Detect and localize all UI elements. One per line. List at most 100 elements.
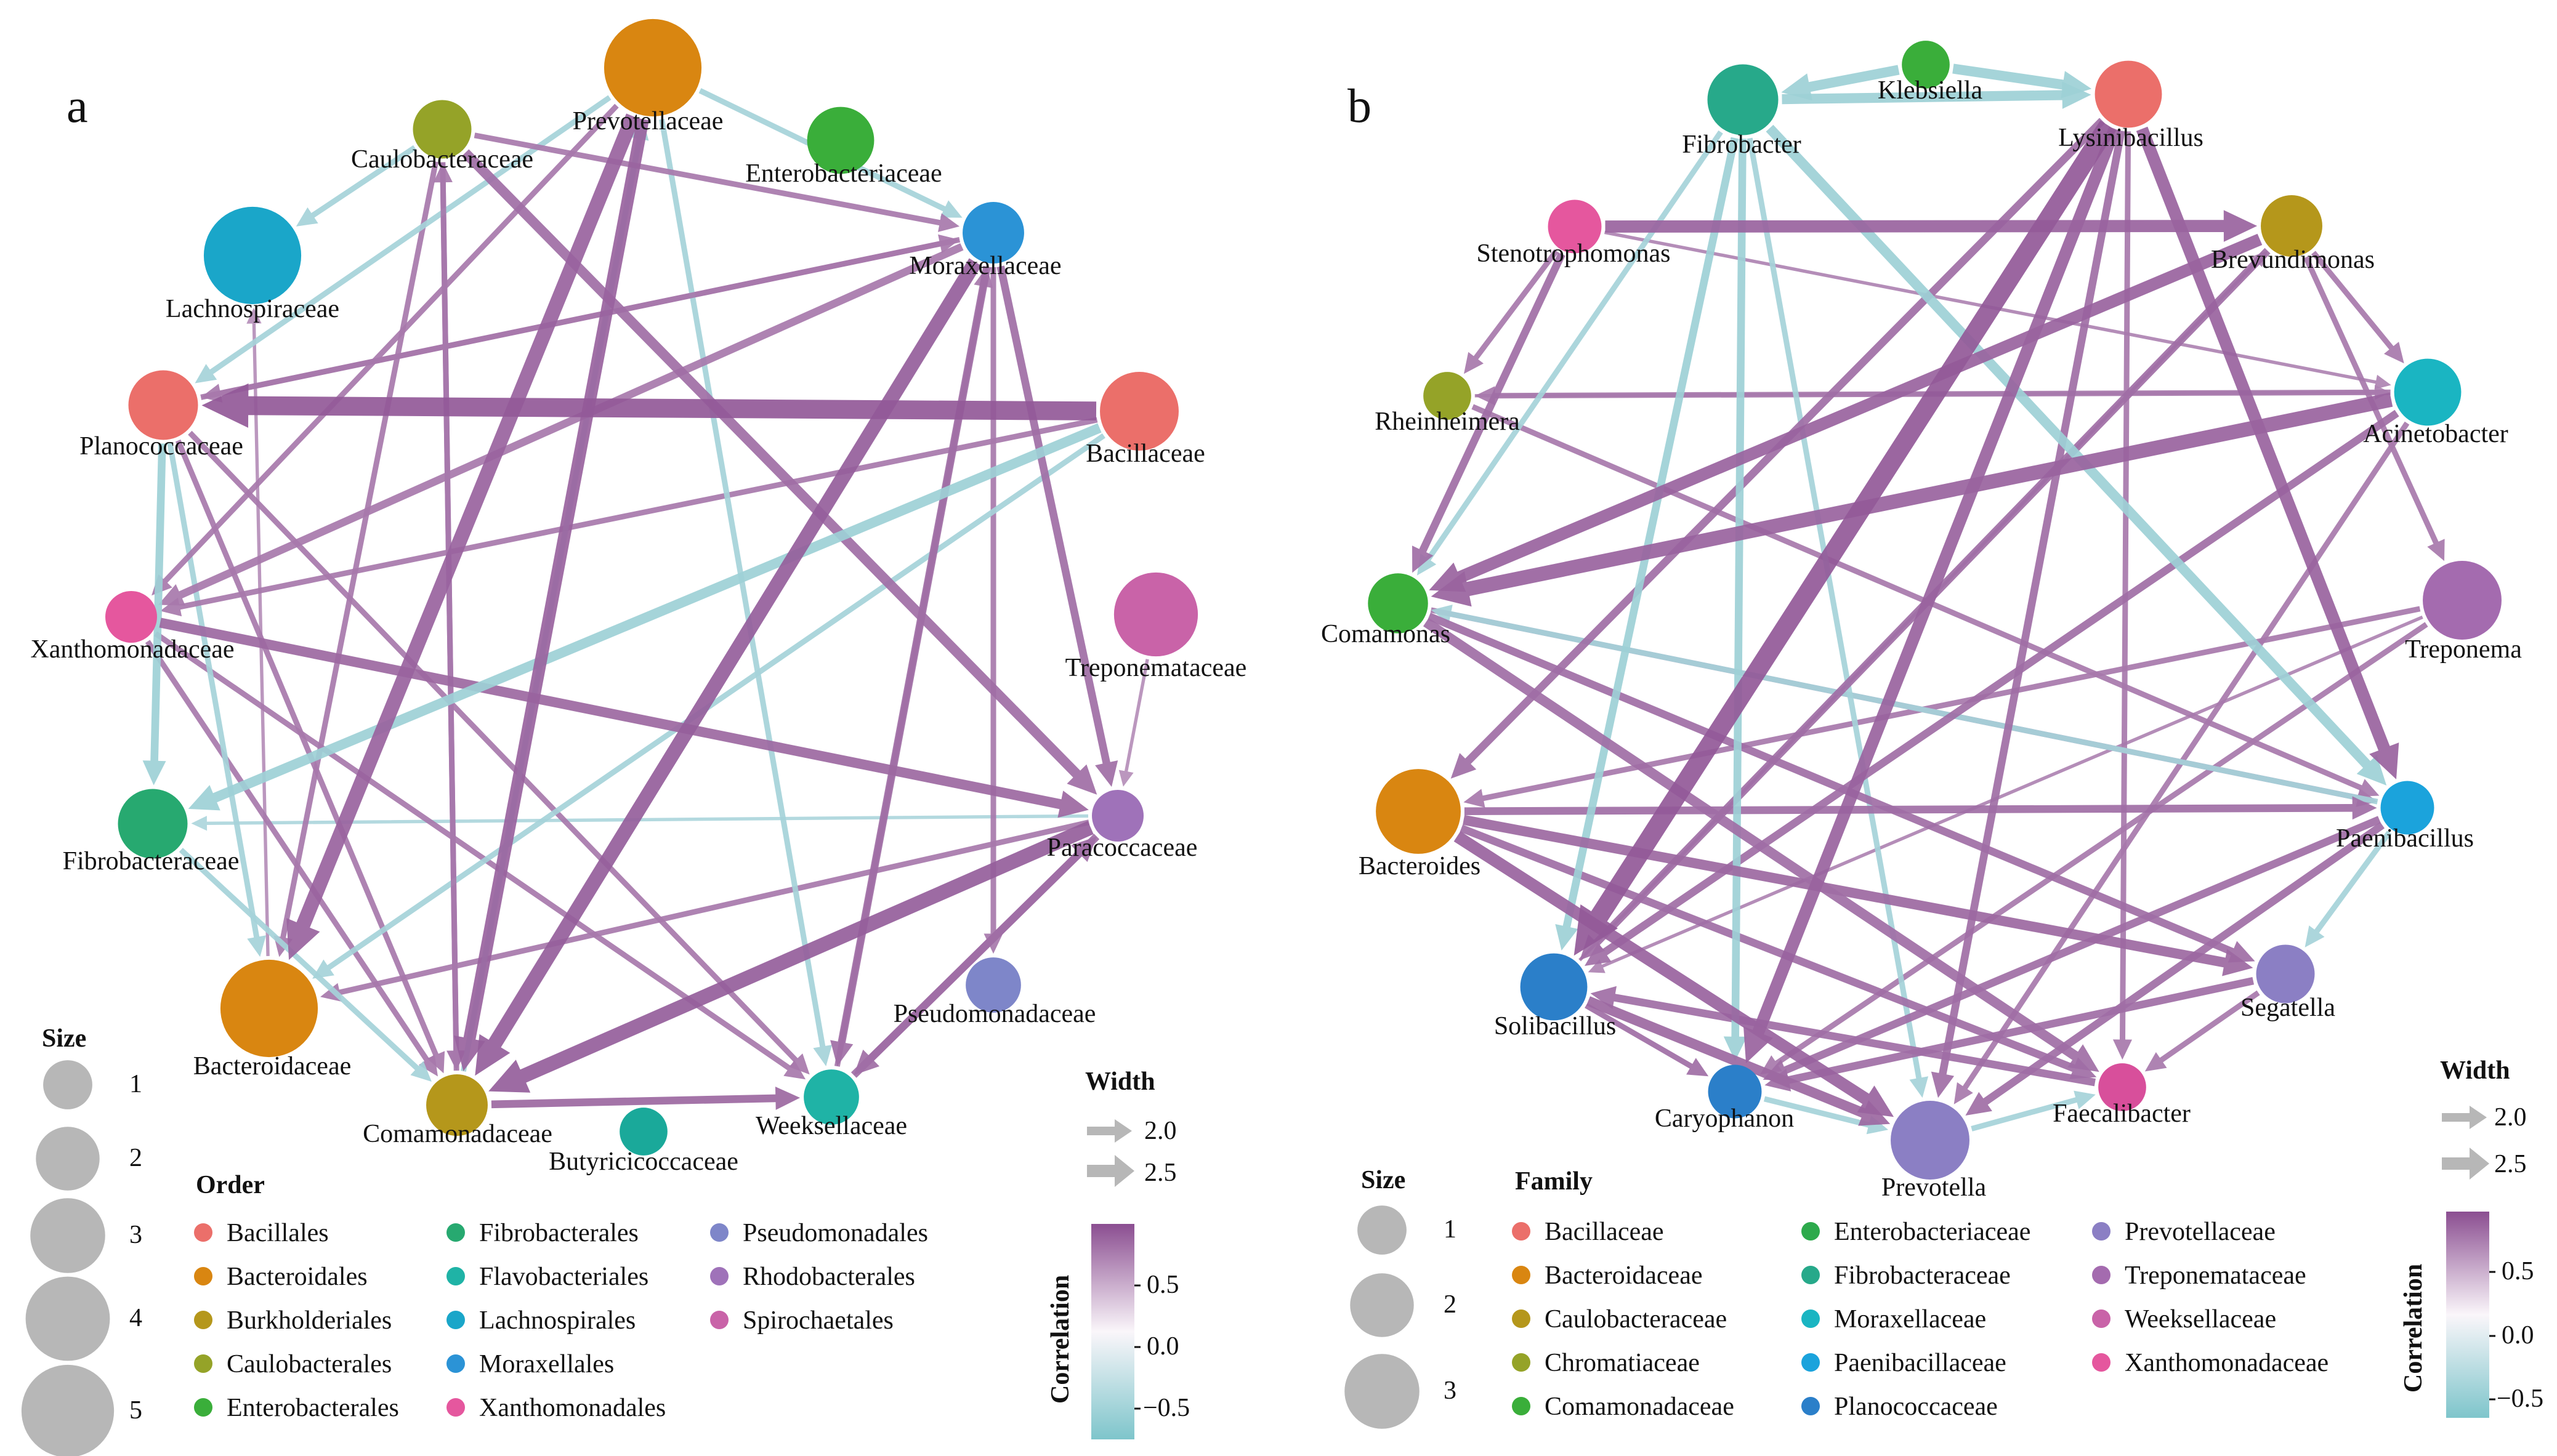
legend-swatch-chromatiaceae [1512, 1353, 1530, 1372]
edge-comamonadaceae-to-caulobacteraceae [433, 162, 459, 1071]
node-label-acinetobacter: Acinetobacter [2363, 420, 2508, 448]
edge-xanthomonadaceae-to-weeksellaceae [154, 631, 806, 1080]
legend-swatch-fibrobacterales [446, 1223, 465, 1242]
edge-lysinibacillus-to-solibacillus [1573, 120, 2117, 956]
edge-lysinibacillus-to-prevotella [1931, 130, 2125, 1098]
size-legend-circle-5 [21, 1364, 115, 1456]
correlation-colorbar: Correlation 0.5 0.0 −0.5 [2399, 1212, 2543, 1418]
edge-prevotellaceae-to-planococcaceae [195, 95, 612, 384]
width-legend-title: Width [1085, 1068, 1155, 1096]
size-legend-label-1: 1 [1444, 1215, 1456, 1244]
legend-swatch-moraxellaceae [1801, 1309, 1820, 1328]
width-label-2-5: 2.5 [1144, 1159, 1177, 1187]
size-legend-circle-2 [1350, 1273, 1414, 1337]
node-butyricicoccaceae [620, 1108, 668, 1156]
legend-swatch-xanthomonadaceae [2092, 1353, 2111, 1372]
size-legend: 1 2 3 [1344, 1205, 1456, 1429]
colorbar-gradient [2446, 1212, 2489, 1418]
node-bacillaceae [1100, 372, 1179, 451]
width-label-2-0: 2.0 [2494, 1103, 2527, 1132]
edge-prevotella-to-faecalibacter [1971, 1090, 2096, 1132]
edge-acinetobacter-to-solibacillus [1585, 409, 2399, 966]
legend-swatch-enterobacterales [194, 1398, 212, 1417]
size-legend-circle-1 [1357, 1205, 1407, 1255]
colorbar-tick-0-5: 0.5 [1147, 1271, 1179, 1299]
group-legend-title: Family [1515, 1167, 1593, 1196]
colorbar-tick-0-0: 0.0 [1147, 1332, 1179, 1361]
edge-caulobacteraceae-to-moraxellaceae [474, 132, 959, 232]
size-legend-label-2: 2 [1444, 1290, 1456, 1319]
size-legend-circle-2 [36, 1127, 100, 1191]
node-stenotrophomonas [1548, 199, 1602, 254]
panel-b-nodes: Klebsiella Lysinibacillus Brevundimonas Aci… [1321, 41, 2522, 1202]
node-label-prevotella: Prevotella [1881, 1173, 1987, 1202]
edge-segatella-to-faecalibacter [2144, 990, 2260, 1072]
node-label-xanthomonadaceae: Xanthomonadaceae [30, 635, 234, 664]
size-legend-circle-4 [25, 1276, 110, 1361]
legend-swatch-caulobacterales [194, 1354, 212, 1373]
legend-label-xanthomonadaceae: Xanthomonadaceae [2125, 1349, 2329, 1377]
node-label-caulobacteraceae: Caulobacteraceae [351, 145, 533, 174]
node-prevotellaceae [604, 18, 702, 117]
colorbar-gradient [1091, 1224, 1134, 1439]
legend-label-enterobacteriaceae: Enterobacteriaceae [1834, 1218, 2030, 1246]
legend-swatch-burkholderiales [194, 1311, 212, 1329]
node-label-treponema: Treponema [2405, 635, 2522, 664]
edge-weeksellaceae-to-paracoccaceae [850, 836, 1097, 1078]
edge-planococcaceae-to-bacteroidaceae [167, 442, 266, 957]
width-legend: 2.0 2.5 [1087, 1117, 1177, 1187]
legend-label-fibrobacterales: Fibrobacterales [479, 1219, 639, 1247]
size-legend-label-5: 5 [129, 1396, 142, 1425]
edge-paenibacillus-to-prevotella [1965, 822, 2385, 1116]
node-bacteroidaceae [220, 959, 318, 1058]
group-legend: Bacillales Bacteroidales Burkholderiales Ca… [194, 1219, 928, 1422]
node-rheinheimera [1423, 372, 1471, 420]
legend-label-paenibacillaceae: Paenibacillaceae [1834, 1349, 2006, 1377]
legend-b: Size 1 2 3 Family Bacillaceae Bacteroidacea… [1344, 1056, 2543, 1429]
legend-label-pseudomonadales: Pseudomonadales [743, 1219, 928, 1247]
node-prevotella [1891, 1101, 1969, 1180]
legend-swatch-planococcaceae [1801, 1397, 1820, 1415]
legend-swatch-prevotellaceae [2092, 1222, 2111, 1241]
node-label-butyricicoccaceae: Butyricicoccaceae [549, 1148, 738, 1176]
node-label-prevotellaceae: Prevotellaceae [573, 107, 724, 135]
legend-label-enterobacterales: Enterobacterales [227, 1394, 399, 1422]
edge-bacteroides-to-segatella [1463, 814, 2253, 976]
node-label-moraxellaceae: Moraxellaceae [909, 252, 1061, 280]
size-legend-circle-3 [1344, 1354, 1420, 1429]
legend-swatch-treponemataceae [2092, 1266, 2111, 1284]
legend-label-prevotellaceae: Prevotellaceae [2125, 1218, 2276, 1246]
edge-lysinibacillus-to-paenibacillus [2136, 126, 2399, 779]
node-label-planococcaceae: Planococcaceae [79, 432, 243, 461]
node-caryophanon [1708, 1064, 1762, 1119]
node-moraxellaceae [963, 202, 1024, 263]
size-legend: 1 2 3 4 5 [21, 1060, 142, 1456]
panel-a-letter: a [67, 79, 88, 132]
edge-paracoccaceae-to-fibrobacteraceae [191, 814, 1088, 831]
edge-prevotellaceae-to-comamonadaceae [454, 118, 649, 1071]
legend-swatch-spirochaetales [710, 1311, 729, 1329]
node-pseudomonadaceae [966, 957, 1021, 1013]
legend-label-rhodobacterales: Rhodobacterales [743, 1263, 915, 1291]
edge-paracoccaceae-to-comamonadaceae [488, 821, 1094, 1093]
legend-swatch-lachnospirales [446, 1311, 465, 1329]
node-label-bacteroidaceae: Bacteroidaceae [193, 1052, 351, 1080]
edge-brevundimonas-to-comamonas [1429, 233, 2263, 592]
width-arrow-2-5 [1087, 1155, 1134, 1187]
legend-swatch-caulobacteraceae [1512, 1309, 1530, 1328]
edge-prevotellaceae-to-xanthomonadaceae [151, 103, 619, 596]
correlation-colorbar: Correlation 0.5 0.0 −0.5 [1046, 1224, 1190, 1439]
node-paenibacillus [2380, 781, 2434, 835]
edge-solibacillus-to-caryophanon [1585, 1003, 1709, 1077]
node-label-fibrobacteraceae: Fibrobacteraceae [63, 847, 240, 875]
edge-stenotrophomonas-to-brevundimonas [1605, 210, 2258, 242]
panel-b-letter: b [1347, 79, 1371, 132]
edge-stenotrophomonas-to-rheinheimera [1464, 249, 1559, 374]
legend-swatch-flavobacteriales [446, 1267, 465, 1285]
edge-solibacillus-to-prevotella [1586, 996, 1891, 1126]
size-legend-label-2: 2 [129, 1144, 142, 1172]
legend-label-xanthomonadales: Xanthomonadales [479, 1394, 666, 1422]
edge-paenibacillus-to-segatella [2305, 831, 2392, 947]
edge-moraxellaceae-to-xanthomonadaceae [158, 243, 964, 606]
